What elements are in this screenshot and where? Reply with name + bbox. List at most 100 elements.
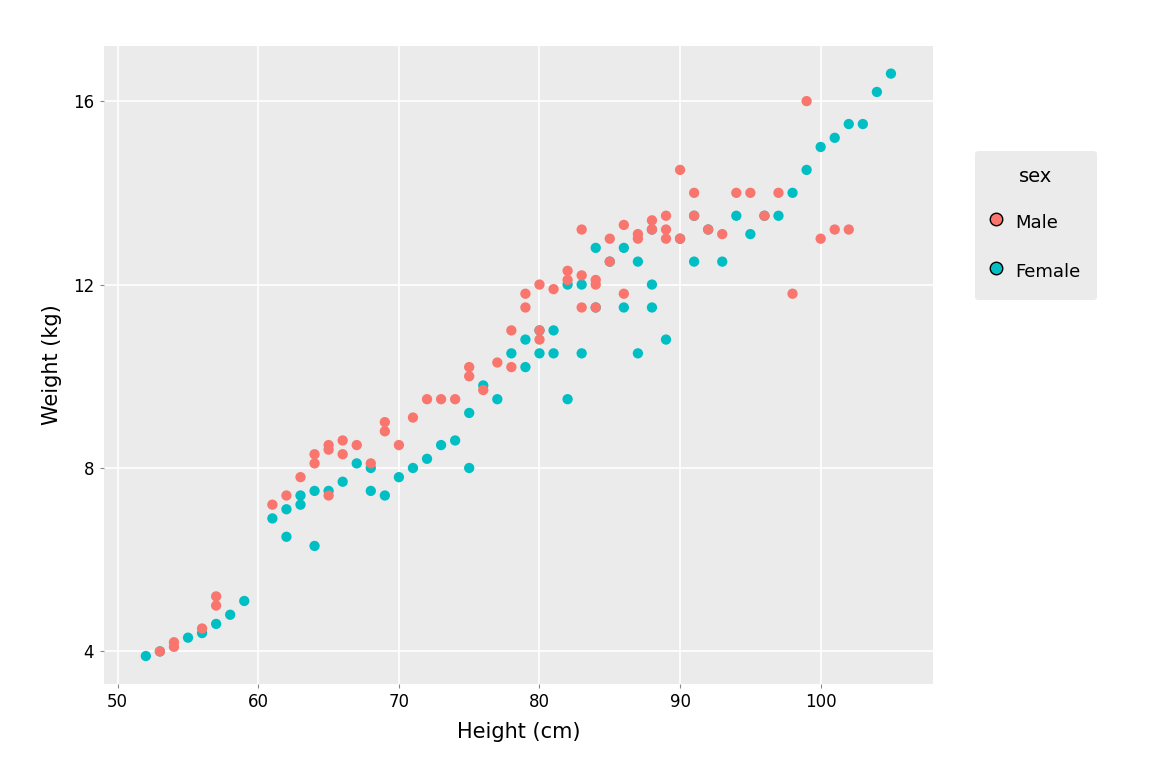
- Point: [165, 641, 183, 653]
- Point: [446, 435, 464, 447]
- Point: [319, 489, 338, 502]
- Point: [389, 439, 408, 451]
- Point: [151, 645, 169, 657]
- Point: [319, 439, 338, 451]
- Point: [629, 347, 647, 359]
- Point: [179, 631, 197, 644]
- Point: [305, 485, 324, 497]
- Point: [811, 233, 829, 245]
- Point: [586, 279, 605, 291]
- Point: [516, 301, 535, 313]
- Point: [263, 498, 281, 511]
- Point: [516, 333, 535, 346]
- Point: [207, 599, 226, 611]
- Point: [559, 274, 577, 286]
- Point: [643, 223, 661, 236]
- Point: [657, 233, 675, 245]
- Point: [502, 347, 521, 359]
- Point: [643, 223, 661, 236]
- Point: [685, 256, 704, 268]
- Point: [376, 489, 394, 502]
- Point: [629, 256, 647, 268]
- Point: [643, 214, 661, 227]
- Point: [488, 393, 507, 406]
- Point: [670, 233, 689, 245]
- Point: [530, 279, 548, 291]
- Point: [473, 384, 492, 396]
- Point: [797, 95, 816, 108]
- Point: [403, 412, 422, 424]
- Point: [615, 301, 634, 313]
- Point: [348, 457, 366, 469]
- Point: [278, 531, 296, 543]
- Point: [319, 443, 338, 455]
- Point: [460, 462, 478, 474]
- Point: [629, 228, 647, 240]
- Point: [362, 485, 380, 497]
- Point: [826, 131, 844, 144]
- Point: [192, 627, 211, 639]
- Point: [460, 370, 478, 382]
- Point: [559, 279, 577, 291]
- Point: [573, 223, 591, 236]
- Point: [881, 68, 900, 80]
- Point: [460, 407, 478, 419]
- Point: [278, 489, 296, 502]
- Point: [741, 228, 759, 240]
- Point: [389, 471, 408, 483]
- Point: [530, 333, 548, 346]
- Point: [446, 393, 464, 406]
- Point: [516, 287, 535, 300]
- Point: [207, 591, 226, 603]
- Point: [573, 347, 591, 359]
- Point: [600, 256, 619, 268]
- Point: [291, 498, 310, 511]
- Point: [263, 512, 281, 525]
- Point: [586, 242, 605, 254]
- Point: [741, 187, 759, 199]
- Point: [291, 489, 310, 502]
- Legend: Male, Female: Male, Female: [976, 151, 1097, 300]
- Point: [727, 187, 745, 199]
- Point: [657, 223, 675, 236]
- Point: [826, 223, 844, 236]
- Point: [432, 439, 450, 451]
- Point: [545, 347, 563, 359]
- Point: [362, 457, 380, 469]
- Point: [502, 324, 521, 336]
- Point: [586, 301, 605, 313]
- Point: [348, 439, 366, 451]
- X-axis label: Height (cm): Height (cm): [456, 723, 581, 743]
- Point: [333, 475, 351, 488]
- Point: [559, 265, 577, 277]
- Point: [418, 452, 437, 465]
- Point: [643, 301, 661, 313]
- Point: [615, 287, 634, 300]
- Point: [545, 283, 563, 295]
- Point: [657, 333, 675, 346]
- Point: [657, 210, 675, 222]
- Point: [600, 256, 619, 268]
- Point: [615, 242, 634, 254]
- Point: [586, 301, 605, 313]
- Point: [530, 347, 548, 359]
- Point: [530, 324, 548, 336]
- Point: [319, 485, 338, 497]
- Point: [756, 210, 774, 222]
- Point: [418, 393, 437, 406]
- Point: [221, 608, 240, 621]
- Point: [713, 256, 732, 268]
- Point: [516, 361, 535, 373]
- Point: [278, 503, 296, 515]
- Point: [305, 448, 324, 460]
- Point: [797, 164, 816, 176]
- Point: [376, 425, 394, 438]
- Point: [600, 233, 619, 245]
- Point: [207, 617, 226, 630]
- Point: [165, 636, 183, 648]
- Point: [488, 356, 507, 369]
- Point: [573, 279, 591, 291]
- Point: [783, 187, 802, 199]
- Point: [685, 210, 704, 222]
- Point: [643, 279, 661, 291]
